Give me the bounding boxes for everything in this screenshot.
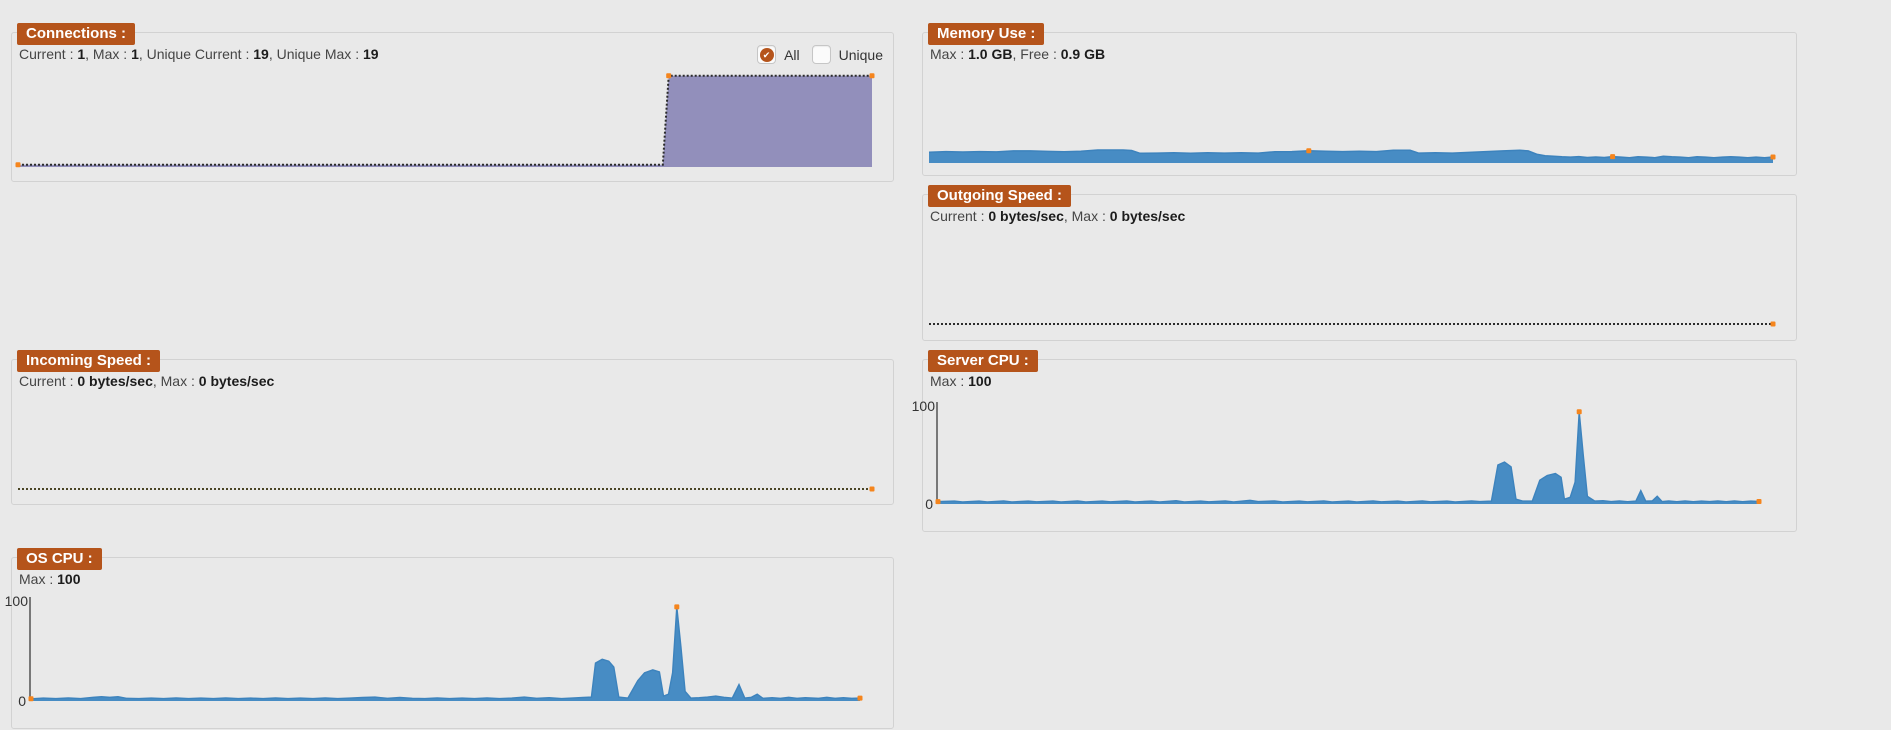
outgoing-speed-stats: Current : 0 bytes/sec, Max : 0 bytes/sec <box>930 208 1185 224</box>
stat-label: Current : <box>19 46 78 62</box>
incoming-speed-panel-title: Incoming Speed : <box>17 350 161 372</box>
incoming-speed-chart <box>18 400 875 492</box>
memory-chart <box>928 73 1776 163</box>
connections-panel: Connections : Current : 1, Max : 1, Uniq… <box>11 23 894 182</box>
connections-filter-row: ✔ All ✔ Unique <box>757 45 883 64</box>
server-cpu-panel-title: Server CPU : <box>928 350 1038 372</box>
server-cpu-panel: Server CPU : Max : 100 100 0 <box>912 350 1797 532</box>
stat-label: Current : <box>930 208 989 224</box>
stat-value: 0 bytes/sec <box>988 208 1064 224</box>
os-cpu-panel-title: OS CPU : <box>17 548 102 570</box>
all-checkbox-box[interactable]: ✔ <box>757 45 777 64</box>
incoming-speed-panel: Incoming Speed : Current : 0 bytes/sec, … <box>11 350 894 505</box>
stat-label: Max : <box>930 373 969 389</box>
stat-label: Current : <box>19 373 78 389</box>
stat-value: 1.0 GB <box>968 46 1013 62</box>
stat-value: 1 <box>131 46 139 62</box>
server-cpu-y-axis <box>936 402 938 504</box>
stat-value: 100 <box>57 571 81 587</box>
os-cpu-stats: Max : 100 <box>19 571 80 587</box>
memory-panel-title: Memory Use : <box>928 23 1045 45</box>
stat-value: 100 <box>968 373 992 389</box>
all-checkbox-label: All <box>784 46 800 63</box>
server-cpu-stats: Max : 100 <box>930 373 991 389</box>
stat-label: , Free : <box>1012 46 1061 62</box>
memory-panel: Memory Use : Max : 1.0 GB, Free : 0.9 GB <box>922 23 1797 176</box>
unique-checkbox[interactable]: ✔ Unique <box>811 45 883 64</box>
stat-value: 0 bytes/sec <box>1109 208 1186 224</box>
stat-label: Max : <box>19 571 58 587</box>
connections-area-chart <box>15 73 875 168</box>
memory-stats: Max : 1.0 GB, Free : 0.9 GB <box>930 46 1105 62</box>
stat-label: , Max : <box>1063 208 1110 224</box>
server-cpu-ymin-label: 0 <box>925 496 933 512</box>
stat-label: , Unique Max : <box>268 46 363 62</box>
incoming-speed-stats: Current : 0 bytes/sec, Max : 0 bytes/sec <box>19 373 274 389</box>
stat-value: 0 bytes/sec <box>198 373 275 389</box>
stat-value: 19 <box>362 46 379 62</box>
stat-label: , Max : <box>152 373 199 389</box>
stat-value: 1 <box>77 46 86 62</box>
stat-value: 0 bytes/sec <box>77 373 153 389</box>
stat-label: , Max : <box>85 46 132 62</box>
stat-value: 19 <box>253 46 269 62</box>
connections-panel-title: Connections : <box>17 23 135 45</box>
outgoing-speed-line-chart <box>929 321 1776 327</box>
os-cpu-ymin-label: 0 <box>18 693 26 709</box>
unique-checkbox-box[interactable]: ✔ <box>811 45 831 64</box>
server-cpu-area-chart <box>935 409 1762 505</box>
unique-checkbox-label: Unique <box>838 46 883 63</box>
os-cpu-ymax-label: 100 <box>4 593 28 609</box>
server-cpu-chart: 100 0 <box>912 398 1762 512</box>
stat-label: Max : <box>930 46 969 62</box>
outgoing-speed-panel-title: Outgoing Speed : <box>928 185 1071 207</box>
check-icon: ✔ <box>759 47 774 62</box>
os-cpu-area-chart <box>28 604 863 702</box>
connections-chart <box>15 70 875 168</box>
outgoing-speed-chart <box>929 235 1776 327</box>
stat-label: , Unique Current : <box>138 46 254 62</box>
os-cpu-chart: 100 0 <box>5 593 863 709</box>
server-cpu-ymax-label: 100 <box>911 398 935 414</box>
connections-stats: Current : 1, Max : 1, Unique Current : 1… <box>19 46 379 62</box>
outgoing-speed-panel: Outgoing Speed : Current : 0 bytes/sec, … <box>922 185 1797 341</box>
incoming-speed-line-chart <box>18 486 875 492</box>
memory-area-chart <box>928 148 1776 163</box>
os-cpu-panel: OS CPU : Max : 100 100 0 <box>5 548 894 729</box>
all-checkbox[interactable]: ✔ All <box>757 45 800 64</box>
stat-value: 0.9 GB <box>1060 46 1106 62</box>
os-cpu-y-axis <box>29 597 31 701</box>
